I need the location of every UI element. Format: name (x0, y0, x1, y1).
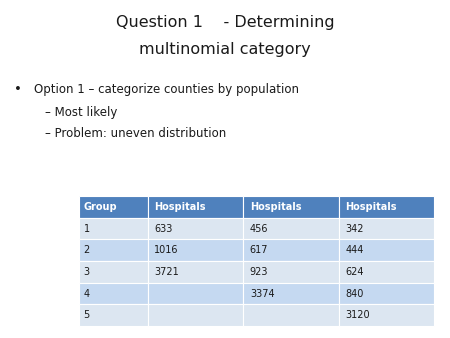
Text: 342: 342 (346, 223, 364, 234)
Text: 617: 617 (250, 245, 268, 255)
Text: Option 1 – categorize counties by population: Option 1 – categorize counties by popula… (34, 83, 299, 96)
Text: 3120: 3120 (346, 310, 370, 320)
Text: 3721: 3721 (154, 267, 179, 277)
Text: 1016: 1016 (154, 245, 179, 255)
Text: 633: 633 (154, 223, 173, 234)
Text: 840: 840 (346, 289, 364, 299)
Text: 1: 1 (84, 223, 90, 234)
Text: 444: 444 (346, 245, 364, 255)
Text: – Problem: uneven distribution: – Problem: uneven distribution (45, 127, 226, 140)
Text: 624: 624 (346, 267, 364, 277)
Text: •: • (14, 83, 22, 96)
Text: 4: 4 (84, 289, 90, 299)
Text: multinomial category: multinomial category (139, 42, 311, 57)
Text: 456: 456 (250, 223, 268, 234)
Text: – Most likely: – Most likely (45, 106, 117, 119)
Text: Hospitals: Hospitals (346, 202, 397, 212)
Text: Hospitals: Hospitals (250, 202, 302, 212)
Text: 5: 5 (84, 310, 90, 320)
Text: 923: 923 (250, 267, 268, 277)
Text: 3: 3 (84, 267, 90, 277)
Text: Group: Group (84, 202, 117, 212)
Text: 3374: 3374 (250, 289, 274, 299)
Text: Hospitals: Hospitals (154, 202, 206, 212)
Text: Question 1    - Determining: Question 1 - Determining (116, 15, 334, 30)
Text: 2: 2 (84, 245, 90, 255)
